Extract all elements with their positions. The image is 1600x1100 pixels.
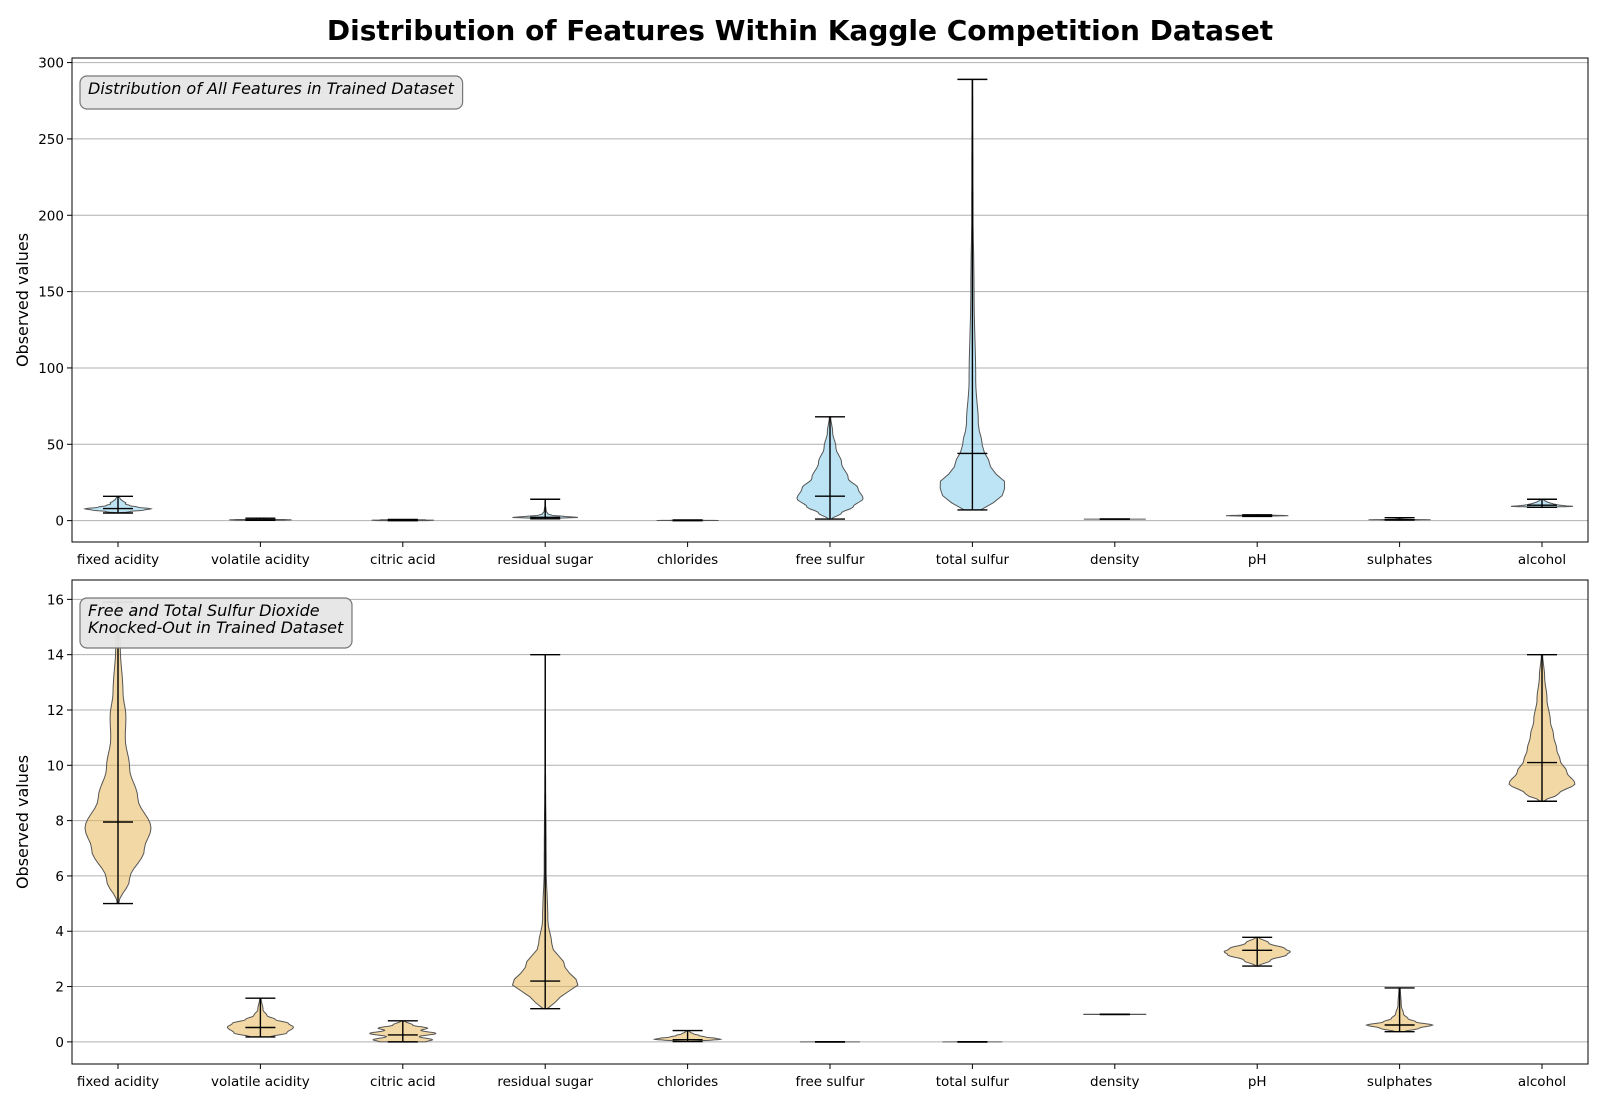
x-tick-label: alcohol [1518,552,1566,568]
plot-frame [71,579,1589,1065]
violin-residual-sugar [512,498,578,520]
violin-ph [1223,936,1291,967]
x-tick-label: citric acid [370,552,436,568]
violin-volatile-acidity [229,517,292,522]
violin-volatile-acidity [226,997,294,1038]
chart-title: Distribution of Features Within Kaggle C… [326,14,1274,47]
annotation-box [79,597,353,649]
x-tick-label: sulphates [1367,1074,1432,1090]
y-tick-label: 6 [55,869,64,885]
x-tick-label: density [1090,1074,1140,1090]
y-tick-label: 300 [38,56,64,72]
y-tick-label: 150 [38,285,64,301]
x-tick-label: residual sugar [497,552,593,568]
y-tick-label: 250 [38,132,64,148]
violin-fixed-acidity [83,495,153,514]
y-tick-label: 8 [55,814,64,830]
x-tick-label: chlorides [657,552,718,568]
violin-sulphates [1368,516,1431,521]
y-axis-label: Observed values [13,233,32,367]
y-tick-label: 10 [47,758,64,774]
panel-annotation: Free and Total Sulfur DioxideKnocked-Out… [79,597,353,649]
y-tick-label: 4 [55,924,64,940]
violin-residual-sugar [511,653,579,1010]
x-tick-label: residual sugar [497,1074,593,1090]
violin-ph [1225,514,1289,518]
chart-panel-2: 0 2 4 6 8 10 12 14 16 Observed values fixed acidit… [13,579,1589,1090]
x-tick-label: density [1090,552,1140,568]
x-tick-label: citric acid [370,1074,436,1090]
violin-chlorides [652,1029,723,1043]
violin-alcohol [1508,653,1576,802]
annotation-line: Knocked-Out in Trained Dataset [88,618,344,637]
violin-citric-acid [371,518,434,522]
x-tick-label: alcohol [1518,1074,1566,1090]
x-tick-label: fixed acidity [77,552,159,568]
violin-total-sulfur [939,78,1006,511]
violin-alcohol [1510,498,1574,509]
violin-sulphates [1365,987,1435,1033]
y-axis-label: Observed values [13,755,32,889]
x-tick-label: chlorides [657,1074,718,1090]
x-tick-label: sulphates [1367,552,1432,568]
x-tick-label: total sulfur [936,552,1010,568]
violin-chlorides [656,519,719,522]
x-tick-label: free sulfur [795,1074,865,1090]
y-tick-label: 0 [55,514,64,530]
annotation-line: Distribution of All Features in Trained … [88,79,455,98]
y-tick-label: 100 [38,361,64,377]
panel-annotation: Distribution of All Features in Trained … [79,75,464,110]
x-tick-label: pH [1248,1074,1267,1090]
y-tick-label: 0 [55,1035,64,1051]
y-tick-label: 12 [47,703,64,719]
y-tick-label: 16 [47,592,64,608]
chart-panel-1: 0 50 100 150 200 250 300 Observed values fixed a… [13,56,1589,568]
x-tick-label: pH [1248,552,1267,568]
x-tick-label: fixed acidity [77,1074,159,1090]
violin-free-sulfur [796,416,864,520]
annotation-line: Free and Total Sulfur Dioxide [88,601,320,620]
y-tick-label: 14 [47,648,64,664]
x-tick-label: free sulfur [795,552,865,568]
annotation-box [79,75,464,110]
y-tick-label: 200 [38,208,64,224]
x-tick-label: volatile acidity [211,1074,310,1090]
y-tick-label: 2 [55,980,64,996]
violin-citric-acid [368,1020,437,1043]
x-tick-label: total sulfur [936,1074,1010,1090]
y-tick-label: 50 [47,437,64,453]
x-tick-label: volatile acidity [211,552,310,568]
